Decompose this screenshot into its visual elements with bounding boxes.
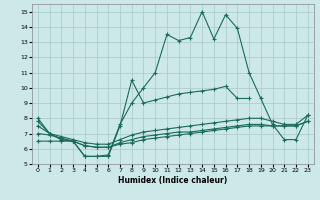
X-axis label: Humidex (Indice chaleur): Humidex (Indice chaleur) [118, 176, 228, 185]
